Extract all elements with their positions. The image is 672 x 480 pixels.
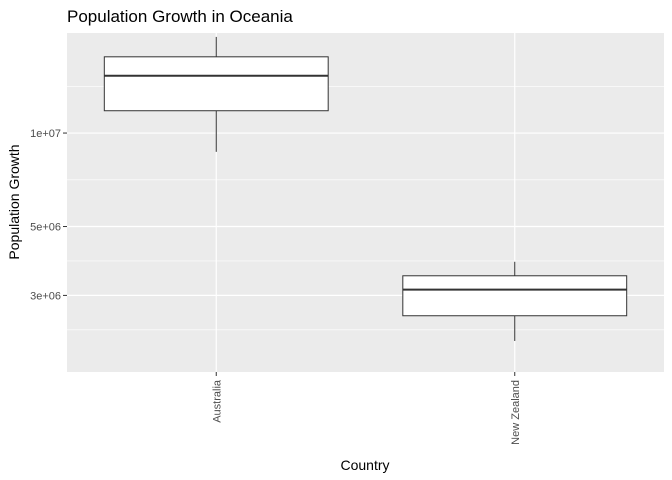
chart-title: Population Growth in Oceania bbox=[67, 7, 293, 26]
box-iqr bbox=[103, 56, 329, 112]
box-iqr bbox=[402, 275, 628, 317]
y-axis-title: Population Growth bbox=[6, 144, 22, 259]
y-tick-label: 1e+07 bbox=[30, 128, 61, 140]
x-axis-title: Country bbox=[340, 457, 389, 473]
x-axis: Australia New Zealand bbox=[211, 372, 522, 445]
x-tick-label: Australia bbox=[211, 379, 223, 423]
box-new-zealand bbox=[402, 261, 628, 341]
y-tick-label: 5e+06 bbox=[30, 222, 61, 234]
box-australia bbox=[103, 36, 329, 152]
y-tick-label: 3e+06 bbox=[30, 290, 61, 302]
y-axis: 3e+06 5e+06 1e+07 bbox=[30, 128, 67, 302]
x-tick-label: New Zealand bbox=[510, 380, 522, 445]
box-layer bbox=[103, 36, 628, 341]
